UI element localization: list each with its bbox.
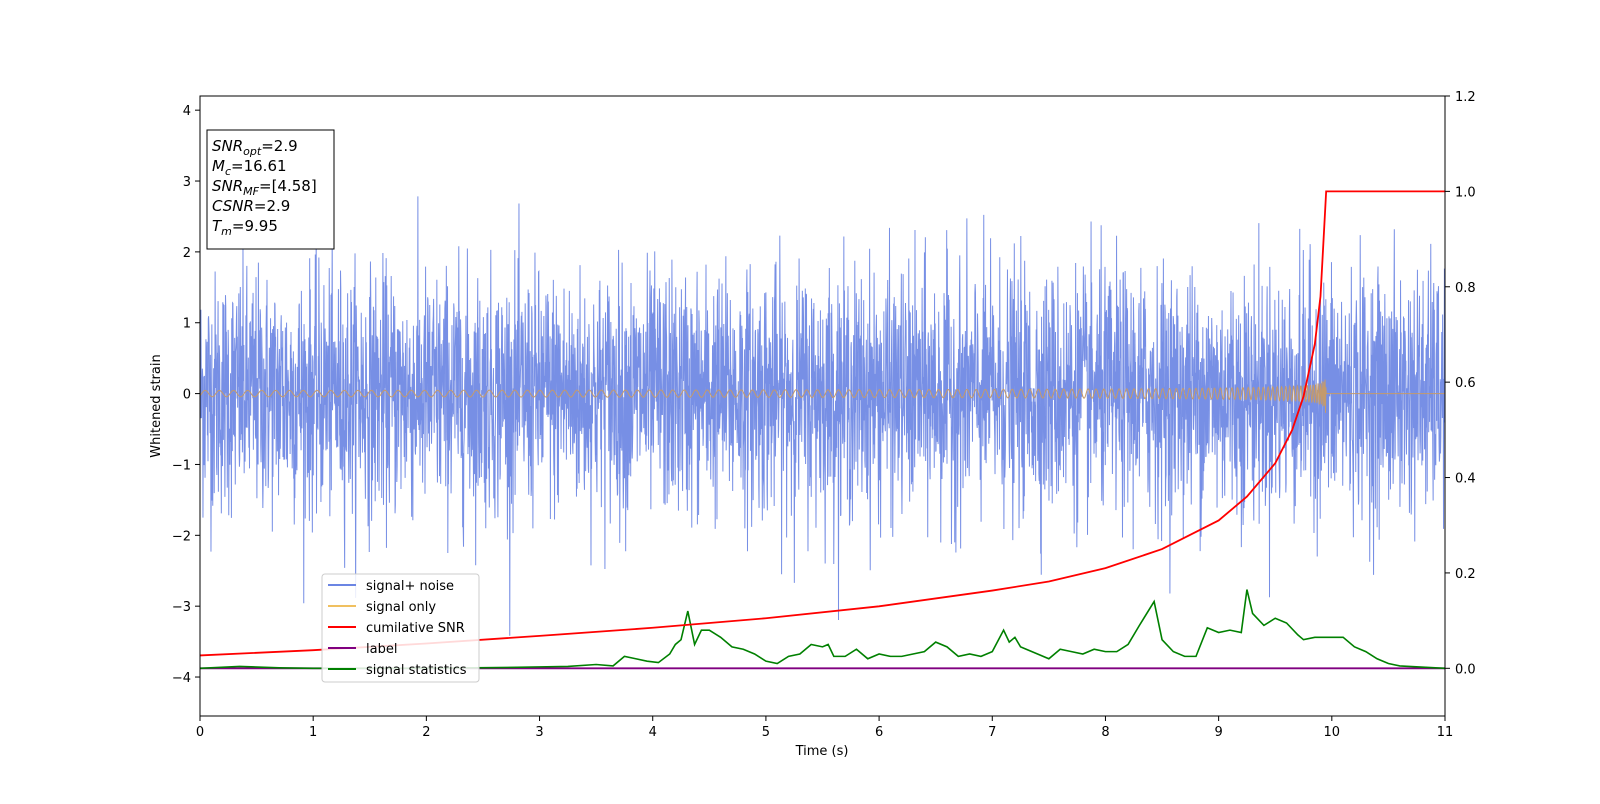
x-tick-label: 5 [762,725,770,740]
y-left-tick-label: 0 [183,388,191,403]
y-left-tick-label: 1 [183,317,191,332]
series-cumulative-snr [200,190,1445,657]
y-left-tick-label: 2 [183,246,191,261]
x-tick-label: 2 [422,725,430,740]
x-axis-title: Time (s) [795,744,849,759]
y-right-tick-label: 1.2 [1455,90,1476,105]
x-tick-label: 0 [196,725,204,740]
y-right-tick-label: 0.2 [1455,567,1476,582]
info-line: Tm=9.95 [212,217,278,238]
legend-label: cumilative SNR [366,621,465,636]
y-left-tick-label: 3 [183,175,191,190]
legend-label: signal+ noise [366,579,454,594]
series-signal-noise [200,196,1445,636]
y-right-tick-label: 0.6 [1455,376,1476,391]
x-tick-label: 7 [988,725,996,740]
info-line: SNRopt=2.9 [212,137,298,158]
series-signal-only [200,379,1445,413]
x-tick-label: 4 [649,725,657,740]
y-left-tick-label: 4 [183,104,191,119]
y-right-tick-label: 0.8 [1455,281,1476,296]
y-right-tick-label: 1.0 [1455,185,1476,200]
x-tick-label: 3 [535,725,543,740]
y-left-tick-label: −4 [172,671,191,686]
y-right-tick-label: 0.0 [1455,662,1476,677]
series-signal-statistics [200,589,1445,670]
info-line: SNRMF=[4.58] [212,177,317,198]
info-line: CSNR=2.9 [212,197,290,215]
legend: signal+ noise signal only cumilative SNR la… [321,573,480,683]
legend-label: label [366,642,397,657]
y-left-tick-label: −3 [172,600,191,615]
info-line: Mc=16.61 [212,157,287,178]
x-tick-label: 8 [1101,725,1109,740]
y-left-tick-label: −1 [172,458,191,473]
legend-label: signal only [366,600,436,615]
y-left-tick-label: −2 [172,529,191,544]
y-right-tick-label: 0.4 [1455,472,1476,487]
plot-frame [199,95,1446,717]
x-tick-label: 11 [1437,725,1454,740]
x-tick-label: 6 [875,725,883,740]
y-axis-title: Whitened strain [149,354,164,457]
x-tick-label: 10 [1324,725,1341,740]
x-tick-label: 9 [1214,725,1222,740]
x-tick-label: 1 [309,725,317,740]
legend-label: signal statistics [366,663,467,678]
